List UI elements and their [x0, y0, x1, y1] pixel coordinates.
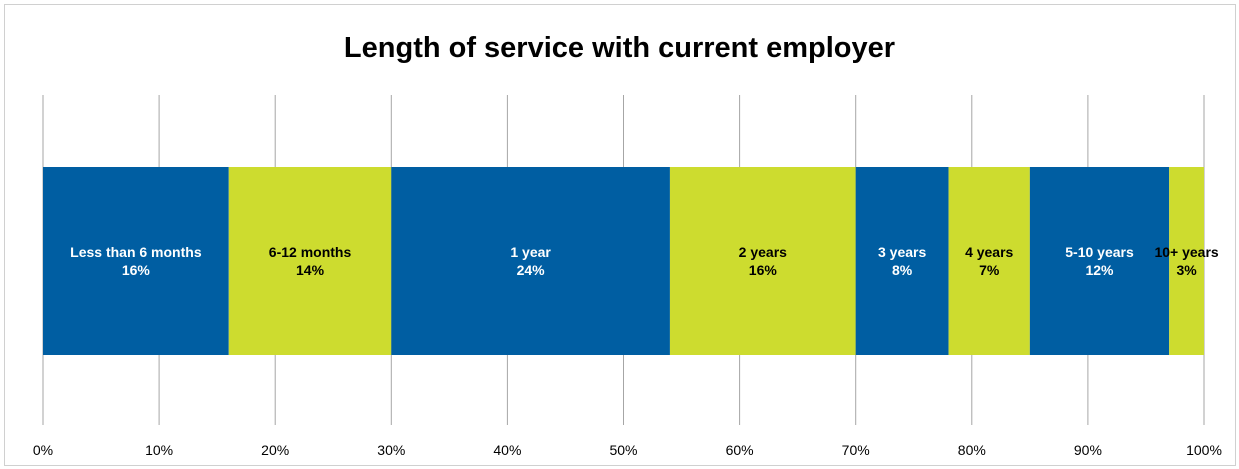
segment-value-label: 16%: [122, 262, 151, 278]
segment-value-label: 24%: [517, 262, 546, 278]
bar-segment: [228, 167, 392, 355]
x-tick-label: 30%: [377, 442, 405, 458]
x-tick-label: 10%: [145, 442, 173, 458]
x-tick-label: 80%: [958, 442, 986, 458]
segment-labels: Less than 6 months 16% 6-12 months 14% 1 yea…: [70, 244, 1219, 278]
x-tick-label: 0%: [33, 442, 53, 458]
segment-value-label: 3%: [1176, 262, 1197, 278]
x-tick-label: 50%: [609, 442, 637, 458]
segment-name-label: 10+ years: [1154, 244, 1218, 260]
segment-name-label: 3 years: [878, 244, 926, 260]
segment-value-label: 16%: [749, 262, 778, 278]
segment-value-label: 14%: [296, 262, 325, 278]
segment-name-label: Less than 6 months: [70, 244, 202, 260]
bar-segment: [1169, 167, 1204, 355]
segment-name-label: 1 year: [510, 244, 551, 260]
segment-value-label: 12%: [1085, 262, 1114, 278]
x-tick-label: 20%: [261, 442, 289, 458]
stacked-bar: [43, 167, 1204, 355]
bar-segment: [1029, 167, 1170, 355]
bar-segment: [669, 167, 856, 355]
segment-name-label: 5-10 years: [1065, 244, 1134, 260]
x-tick-label: 40%: [493, 442, 521, 458]
x-tick-label: 60%: [726, 442, 754, 458]
segment-name-label: 6-12 months: [269, 244, 352, 260]
x-tick-label: 90%: [1074, 442, 1102, 458]
segment-value-label: 8%: [892, 262, 913, 278]
x-axis-ticks: 0% 10% 20% 30% 40% 50% 60% 70% 80% 90% 100%: [33, 442, 1222, 458]
bar-segment: [391, 167, 670, 355]
x-tick-label: 100%: [1186, 442, 1222, 458]
bar-segment: [855, 167, 949, 355]
x-tick-label: 70%: [842, 442, 870, 458]
segment-value-label: 7%: [979, 262, 1000, 278]
segment-name-label: 2 years: [739, 244, 787, 260]
chart-title: Length of service with current employer: [343, 32, 896, 64]
segment-name-label: 4 years: [965, 244, 1013, 260]
bar-segment: [948, 167, 1030, 355]
bar-segment: [43, 167, 229, 355]
